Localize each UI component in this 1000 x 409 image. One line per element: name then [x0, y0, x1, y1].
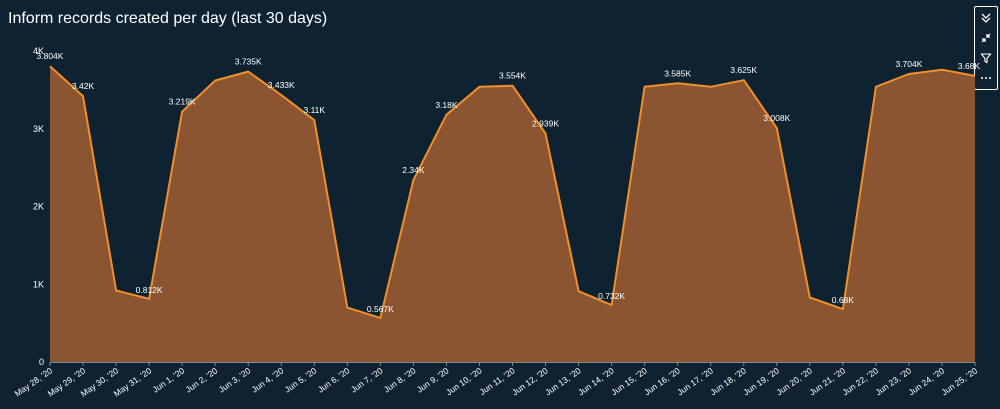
- data-label: 3.433K: [268, 80, 295, 90]
- x-tick-label: Jun 22, '20: [840, 365, 880, 397]
- x-tick-label: Jun 16, '20: [642, 365, 682, 397]
- collapse-arrows-icon[interactable]: [975, 29, 997, 47]
- data-label: 3.585K: [664, 68, 691, 78]
- data-label: 3.008K: [763, 113, 790, 123]
- data-label: 3.219K: [169, 97, 196, 107]
- x-tick-label: Jun 24, '20: [907, 365, 947, 397]
- data-label: 3.804K: [37, 51, 64, 61]
- data-label: 0.812K: [136, 285, 163, 295]
- data-label: 0.732K: [598, 291, 625, 301]
- x-tick-label: Jun 20, '20: [774, 365, 814, 397]
- x-tick-label: Jun 2, '20: [184, 365, 220, 394]
- data-label: 3.625K: [730, 65, 757, 75]
- x-tick-label: Jun 7, '20: [349, 365, 385, 394]
- x-tick-label: Jun 19, '20: [741, 365, 781, 397]
- data-label: 3.554K: [499, 71, 526, 81]
- y-tick-label: 4K: [33, 46, 44, 56]
- y-tick-label: 1K: [33, 279, 44, 289]
- series-line: [49, 65, 976, 319]
- more-options-icon[interactable]: [975, 69, 997, 87]
- data-label: 3.18K: [435, 100, 458, 110]
- x-tick-label: Jun 4, '20: [250, 365, 286, 394]
- x-tick-label: Jun 1, '20: [151, 365, 187, 394]
- chart-title: Inform records created per day (last 30 …: [8, 10, 328, 27]
- x-tick-label: Jun 11, '20: [478, 365, 517, 397]
- y-tick-label: 3K: [33, 124, 44, 134]
- x-tick-label: Jun 14, '20: [576, 365, 616, 397]
- x-tick-label: Jun 10, '20: [444, 365, 484, 397]
- x-tick-label: Jun 13, '20: [543, 365, 583, 397]
- x-tick-label: Jun 21, '20: [807, 365, 847, 397]
- x-tick-label: Jun 18, '20: [708, 365, 748, 397]
- visual-toolbar: [974, 6, 998, 90]
- double-chevron-down-icon[interactable]: [975, 9, 997, 27]
- data-label: 3.42K: [72, 81, 95, 91]
- data-label: 3.11K: [303, 105, 325, 115]
- x-tick-label: Jun 5, '20: [283, 365, 319, 394]
- x-tick-label: Jun 25, '20: [940, 365, 980, 397]
- y-tick-label: 0: [39, 357, 44, 367]
- y-tick-label: 2K: [33, 202, 44, 212]
- x-tick-label: Jun 15, '20: [609, 365, 649, 397]
- data-label: 2.34K: [402, 165, 425, 175]
- filter-icon[interactable]: [975, 49, 997, 67]
- data-label: 3.68K: [958, 61, 981, 71]
- x-tick-label: Jun 23, '20: [873, 365, 913, 397]
- data-label: 2.939K: [532, 118, 559, 128]
- data-label: 0.68K: [832, 295, 855, 305]
- x-tick-label: Jun 6, '20: [316, 365, 352, 394]
- x-tick-label: Jun 17, '20: [675, 365, 715, 397]
- x-tick-label: May 31, '20: [112, 365, 154, 398]
- area-fill: [50, 66, 975, 362]
- x-tick-label: Jun 3, '20: [217, 365, 253, 394]
- x-tick-label: Jun 8, '20: [382, 365, 418, 394]
- data-label: 3.735K: [235, 57, 262, 67]
- data-label: 3.704K: [895, 59, 922, 69]
- x-tick-label: Jun 12, '20: [510, 365, 550, 397]
- data-label: 0.567K: [367, 304, 394, 314]
